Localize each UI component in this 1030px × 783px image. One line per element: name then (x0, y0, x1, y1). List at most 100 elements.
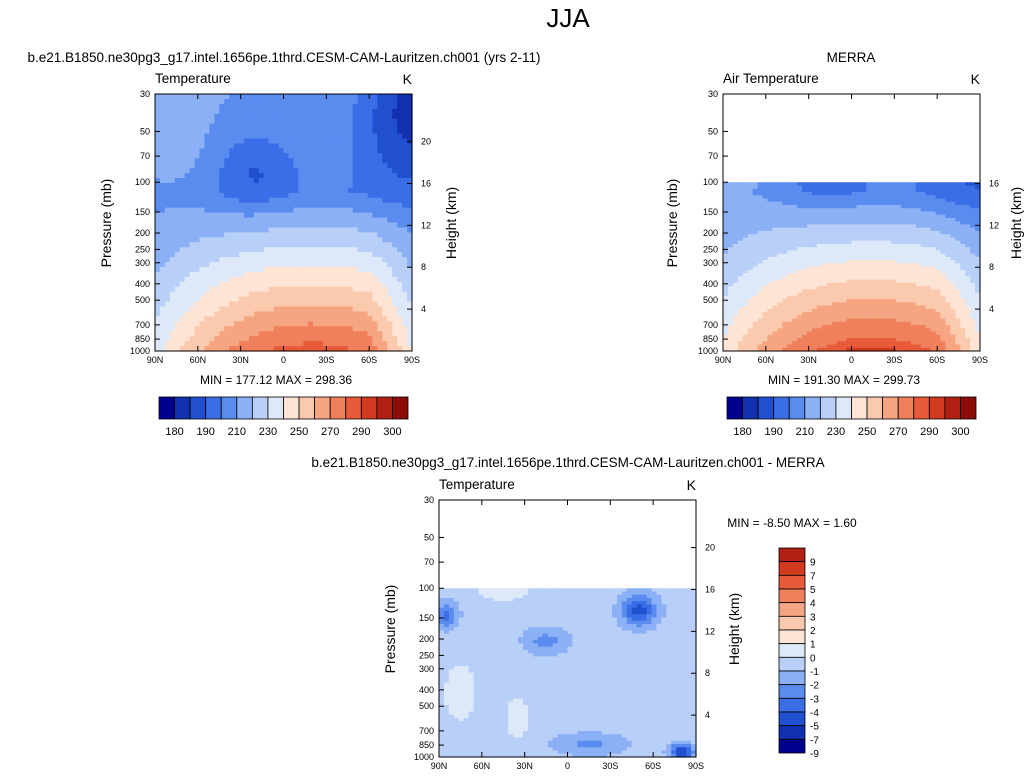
field-cell (856, 217, 862, 222)
field-cell (253, 168, 260, 174)
field-cell (392, 148, 398, 154)
field-cell (352, 212, 359, 219)
field-cell (253, 262, 260, 268)
field-cell (742, 195, 749, 200)
field-cell (910, 269, 917, 274)
field-cell (367, 94, 374, 100)
field-cell (229, 286, 235, 293)
field-cell (861, 279, 867, 284)
field-cell (229, 103, 235, 110)
field-cell (975, 289, 981, 294)
field-cell (372, 341, 378, 347)
field-cell (367, 98, 374, 105)
field-cell (826, 295, 833, 300)
field-cell (332, 271, 339, 278)
field-cell (357, 103, 364, 110)
field-cell (372, 281, 378, 288)
field-cell (298, 271, 304, 278)
field-cell (308, 113, 314, 120)
field-cell (846, 305, 853, 310)
field-cell (204, 257, 210, 263)
field-cell (930, 250, 937, 255)
field-cell (204, 341, 210, 347)
field-cell (377, 336, 383, 342)
field-cell (347, 316, 354, 322)
field-cell (239, 123, 245, 130)
field-cell (905, 208, 912, 213)
field-cell (397, 103, 403, 110)
field-cell (263, 197, 270, 204)
field-cell (752, 211, 759, 216)
field-cell (283, 232, 290, 238)
field-cell (313, 207, 319, 214)
field-cell (945, 312, 951, 316)
field-cell (219, 163, 225, 169)
field-cell (876, 227, 882, 232)
field-cell (283, 276, 290, 283)
field-cell (895, 217, 902, 222)
field-cell (347, 276, 354, 283)
field-cell (856, 289, 862, 294)
field-cell (263, 301, 270, 308)
field-cell (219, 276, 225, 283)
field-cell (263, 192, 270, 199)
field-cell (881, 273, 887, 277)
field-cell (955, 269, 961, 274)
field-cell (767, 217, 774, 222)
field-cell (387, 158, 393, 164)
field-cell (737, 253, 744, 258)
field-cell (935, 221, 942, 226)
field-cell (352, 143, 359, 149)
field-cell (318, 168, 324, 174)
field-cell (807, 227, 813, 232)
field-cell (184, 262, 191, 268)
field-cell (950, 286, 956, 290)
field-cell (382, 227, 388, 233)
field-cell (930, 269, 937, 274)
field-cell (886, 221, 892, 226)
field-cell (402, 118, 408, 125)
field-cell (777, 289, 783, 294)
field-cell (323, 178, 329, 184)
field-cell (935, 266, 942, 271)
field-cell (905, 282, 912, 287)
field-cell (164, 153, 171, 159)
field-cell (224, 187, 230, 194)
field-cell (219, 286, 225, 293)
field-cell (164, 306, 171, 313)
field-cell (737, 282, 744, 287)
field-cell (895, 269, 902, 274)
field-cell (742, 182, 749, 187)
field-cell (945, 282, 951, 287)
field-cell (727, 292, 734, 297)
field-cell (239, 178, 245, 184)
field-cell (757, 247, 764, 251)
field-cell (960, 240, 966, 245)
field-cell (327, 128, 334, 135)
field-cell (777, 273, 783, 277)
field-cell (164, 321, 171, 327)
field-cell (797, 286, 803, 290)
field-cell (327, 192, 334, 199)
field-cell (268, 202, 275, 209)
field-cell (900, 224, 907, 229)
field-cell (184, 94, 191, 100)
field-cell (377, 326, 383, 332)
field-cell (910, 191, 917, 196)
field-cell (876, 204, 882, 209)
field-cell (377, 341, 383, 347)
field-cell (347, 98, 354, 105)
field-cell (159, 276, 166, 283)
field-cell (407, 291, 413, 298)
field-cell (727, 185, 734, 190)
field-cell (826, 269, 833, 274)
field-cell (965, 234, 971, 239)
field-cell (737, 240, 744, 245)
field-cell (935, 295, 942, 300)
field-cell (273, 326, 280, 332)
field-cell (762, 240, 769, 245)
field-cell (777, 198, 783, 203)
field-cell (332, 232, 339, 238)
field-cell (337, 113, 344, 120)
field-cell (757, 299, 764, 303)
